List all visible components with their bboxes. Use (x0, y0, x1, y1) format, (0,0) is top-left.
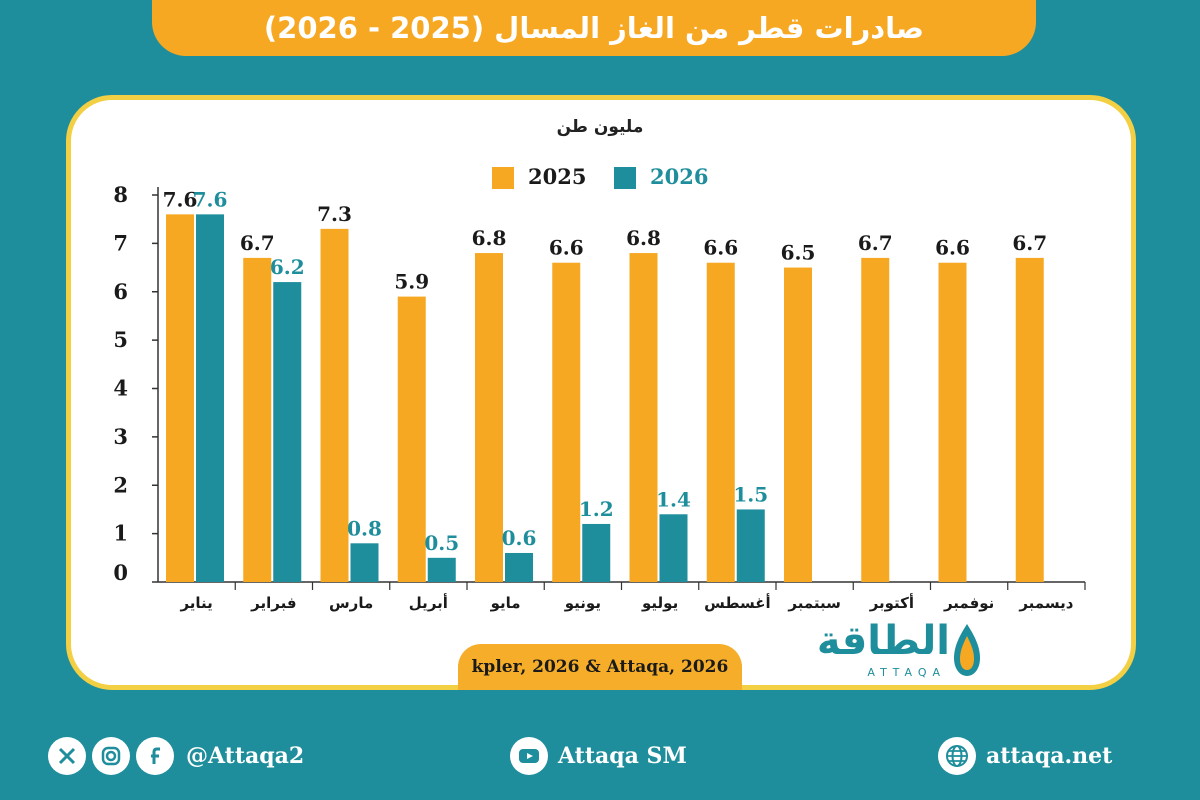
data-label-2025-3: 7.3 (317, 202, 352, 226)
bar-2026-7 (659, 514, 688, 582)
data-label-2025-7: 6.8 (626, 226, 661, 250)
instagram-icon[interactable] (92, 737, 130, 775)
flame-drop-icon (954, 624, 980, 676)
data-label-2026-8: 1.5 (733, 482, 768, 506)
y-tick-label: 2 (113, 472, 128, 497)
social-handle[interactable]: @Attaqa2 (186, 743, 305, 769)
unit-label: مليون طن (556, 117, 644, 137)
data-label-2025-4: 5.9 (394, 270, 429, 294)
legend-swatch-2026 (614, 167, 636, 189)
bar-2026-5 (505, 552, 533, 582)
bar-2026-8 (736, 509, 765, 582)
legend-label-2026: 2026 (650, 164, 709, 189)
y-tick-label: 6 (113, 279, 128, 304)
data-label-2025-11: 6.6 (935, 236, 970, 260)
data-label-2025-10: 6.7 (858, 231, 893, 255)
source-pill: kpler, 2026 & Attaqa, 2026 (458, 644, 742, 690)
data-label-2026-4: 0.5 (424, 531, 459, 555)
bar-2025-12 (1015, 257, 1044, 582)
chart-title: صادرات قطر من الغاز المسال (2025 - 2026) (263, 11, 925, 45)
bar-2026-1 (196, 214, 224, 582)
data-label-2025-8: 6.6 (703, 236, 738, 260)
data-label-2025-12: 6.7 (1012, 231, 1047, 255)
youtube-handle[interactable]: Attaqa SM (558, 743, 687, 769)
y-tick-label: 3 (113, 424, 128, 449)
data-label-2026-6: 1.2 (579, 497, 614, 521)
x-tick-label: أكتوبر (869, 593, 914, 612)
x-tick-label: نوفمبر (943, 594, 994, 612)
y-tick-label: 7 (113, 230, 128, 255)
x-icon[interactable] (48, 737, 86, 775)
x-tick-label: مايو (490, 594, 521, 612)
y-tick-label: 5 (113, 327, 128, 352)
data-label-2025-6: 6.6 (549, 236, 584, 260)
bar-2025-10 (861, 257, 890, 582)
data-label-2025-9: 6.5 (781, 241, 816, 265)
globe-icon[interactable] (938, 737, 976, 775)
facebook-icon[interactable] (136, 737, 174, 775)
x-tick-label: يونيو (564, 594, 601, 612)
data-label-2026-7: 1.4 (656, 487, 691, 511)
brand-latin: ATTAQA (867, 666, 946, 679)
bar-2025-5 (475, 253, 503, 583)
bar-2025-11 (938, 262, 967, 582)
legend-label-2025: 2025 (528, 164, 587, 189)
source-text: kpler, 2026 & Attaqa, 2026 (471, 657, 729, 677)
youtube-icon[interactable] (510, 737, 548, 775)
footer-social: @Attaqa2 (48, 734, 304, 778)
bar-2025-3 (320, 228, 349, 583)
data-label-2026-5: 0.6 (502, 526, 537, 550)
data-label-2026-1: 7.6 (193, 187, 228, 211)
data-label-2025-1: 7.6 (163, 187, 198, 211)
x-tick-label: سبتمبر (787, 594, 841, 612)
bar-2025-9 (784, 267, 812, 582)
bar-2025-6 (552, 262, 581, 582)
bar-2025-1 (166, 214, 194, 582)
bar-2026-6 (582, 523, 611, 582)
data-label-2026-3: 0.8 (347, 516, 382, 540)
x-tick-label: مارس (329, 594, 373, 612)
footer-website: attaqa.net (938, 734, 1112, 778)
legend-swatch-2025 (492, 167, 514, 189)
website-link[interactable]: attaqa.net (986, 743, 1113, 769)
brand-logo: الطاقة ATTAQA (810, 618, 990, 688)
data-label-2025-5: 6.8 (472, 226, 507, 250)
bar-2026-2 (273, 282, 302, 582)
y-tick-label: 1 (113, 521, 128, 546)
brand-name: الطاقة (816, 618, 950, 664)
bar-2025-2 (243, 257, 272, 582)
x-tick-label: أبريل (409, 593, 448, 612)
x-tick-label: أغسطس (704, 593, 770, 612)
bar-2026-4 (427, 557, 456, 582)
data-label-2025-2: 6.7 (240, 231, 275, 255)
x-tick-label: يناير (179, 594, 212, 612)
bar-2025-4 (397, 296, 426, 582)
title-banner: صادرات قطر من الغاز المسال (2025 - 2026) (152, 0, 1036, 56)
y-tick-label: 8 (113, 182, 128, 207)
x-tick-label: ديسمبر (1018, 594, 1073, 612)
data-label-2026-2: 6.2 (270, 255, 305, 279)
bar-2025-7 (629, 253, 658, 583)
bar-2025-8 (706, 262, 735, 582)
y-tick-label: 4 (113, 376, 128, 401)
y-tick-label: 0 (113, 560, 128, 585)
x-tick-label: فبراير (250, 594, 296, 612)
x-tick-label: يوليو (641, 594, 678, 612)
bar-2026-3 (350, 543, 379, 582)
footer-youtube: Attaqa SM (510, 734, 687, 778)
